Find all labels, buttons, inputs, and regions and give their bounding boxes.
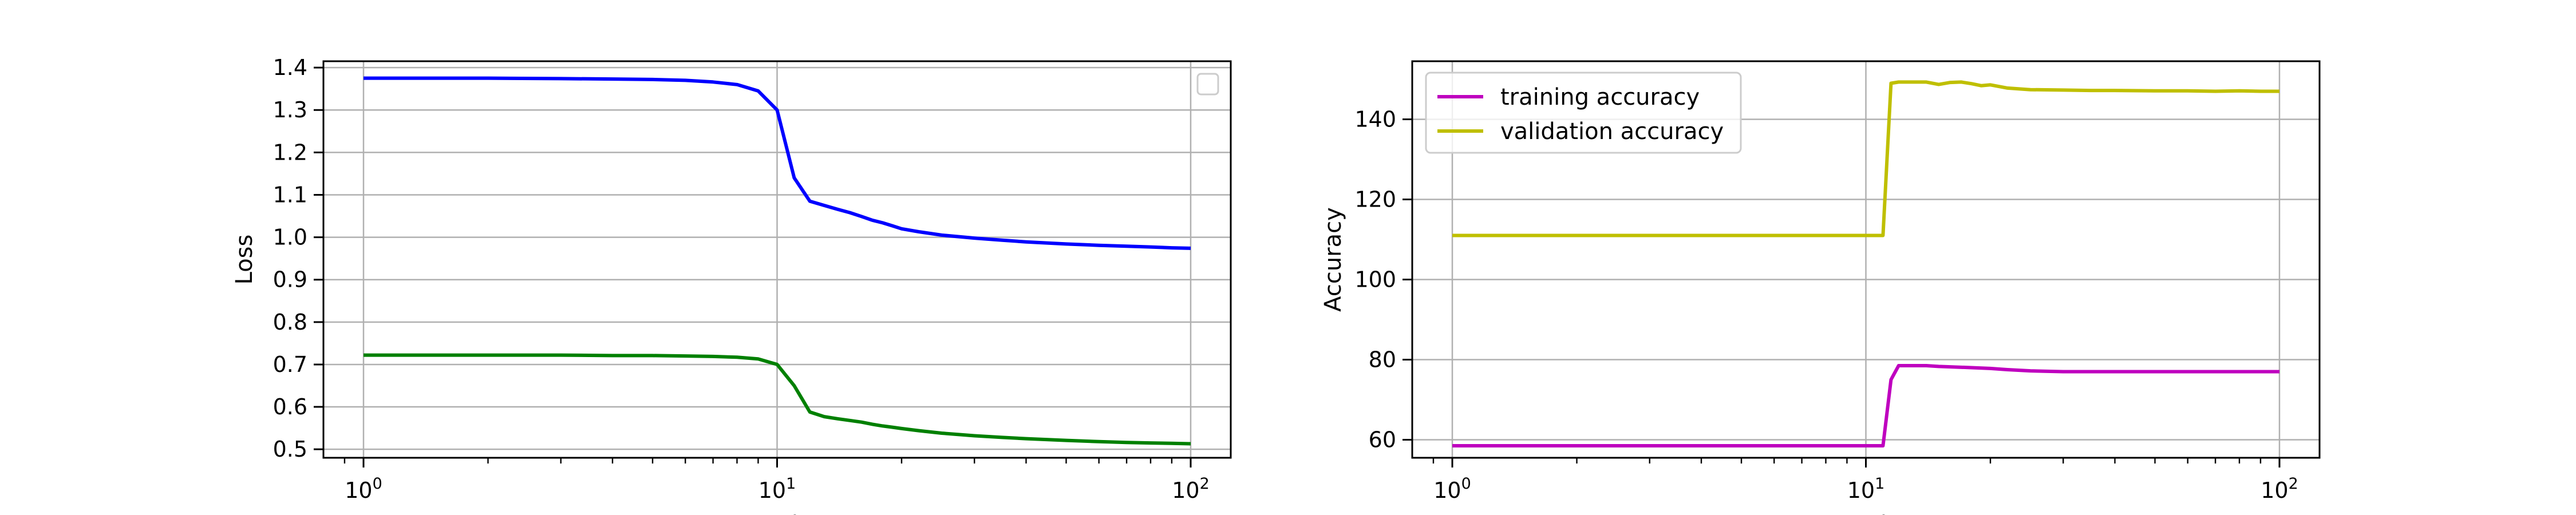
- y-tick-label-4: 140: [1354, 107, 1396, 132]
- y-tick-label-9: 1.4: [273, 55, 307, 80]
- legend-box: [1425, 72, 1742, 154]
- accuracy-chart: 100 101 102 60 80 100 120 140 Epochs Accuracy trai…: [1320, 60, 2321, 515]
- legend-label-0: training accuracy: [1500, 84, 1700, 110]
- y-tick-label-1: 80: [1369, 347, 1396, 373]
- y-tick-label-3: 120: [1354, 187, 1396, 212]
- y-axis-label: Loss: [231, 235, 258, 285]
- series-line-0: [364, 76, 1191, 250]
- y-tick-label-7: 1.2: [273, 140, 307, 165]
- legend-label-1: validation accuracy: [1500, 118, 1724, 145]
- legend-box: [1196, 73, 1219, 96]
- x-axis-label: Epochs: [736, 512, 818, 515]
- x-tick-label-1: 101: [1847, 475, 1885, 503]
- y-tick-label-3: 0.8: [273, 310, 307, 335]
- x-tick-label-0: 100: [345, 475, 382, 503]
- y-tick-label-2: 0.7: [273, 352, 307, 377]
- loss-chart: 100 101 102 0.5 0.6 0.7 0.8 0.9 1.0 1.1 1.2 1.3 1.4 E…: [231, 55, 1232, 515]
- x-tick-label-2: 102: [2261, 475, 2298, 503]
- y-axis-label: Accuracy: [1320, 207, 1346, 312]
- x-tick-label-2: 102: [1172, 475, 1210, 503]
- y-tick-label-5: 1.0: [273, 225, 307, 250]
- y-tick-label-8: 1.3: [273, 97, 307, 122]
- x-tick-label-1: 101: [758, 475, 796, 503]
- y-tick-label-1: 0.6: [273, 394, 307, 419]
- y-tick-label-4: 0.9: [273, 267, 307, 292]
- series-line-1: [1452, 80, 2279, 237]
- x-tick-label-0: 100: [1433, 475, 1471, 503]
- y-tick-label-6: 1.1: [273, 182, 307, 207]
- series-line-0: [1452, 364, 2279, 447]
- series-line-1: [364, 353, 1191, 446]
- x-axis-label: Epochs: [1825, 512, 1907, 515]
- y-tick-label-0: 60: [1369, 427, 1396, 453]
- y-tick-label-0: 0.5: [273, 437, 307, 462]
- y-tick-label-2: 100: [1354, 267, 1396, 292]
